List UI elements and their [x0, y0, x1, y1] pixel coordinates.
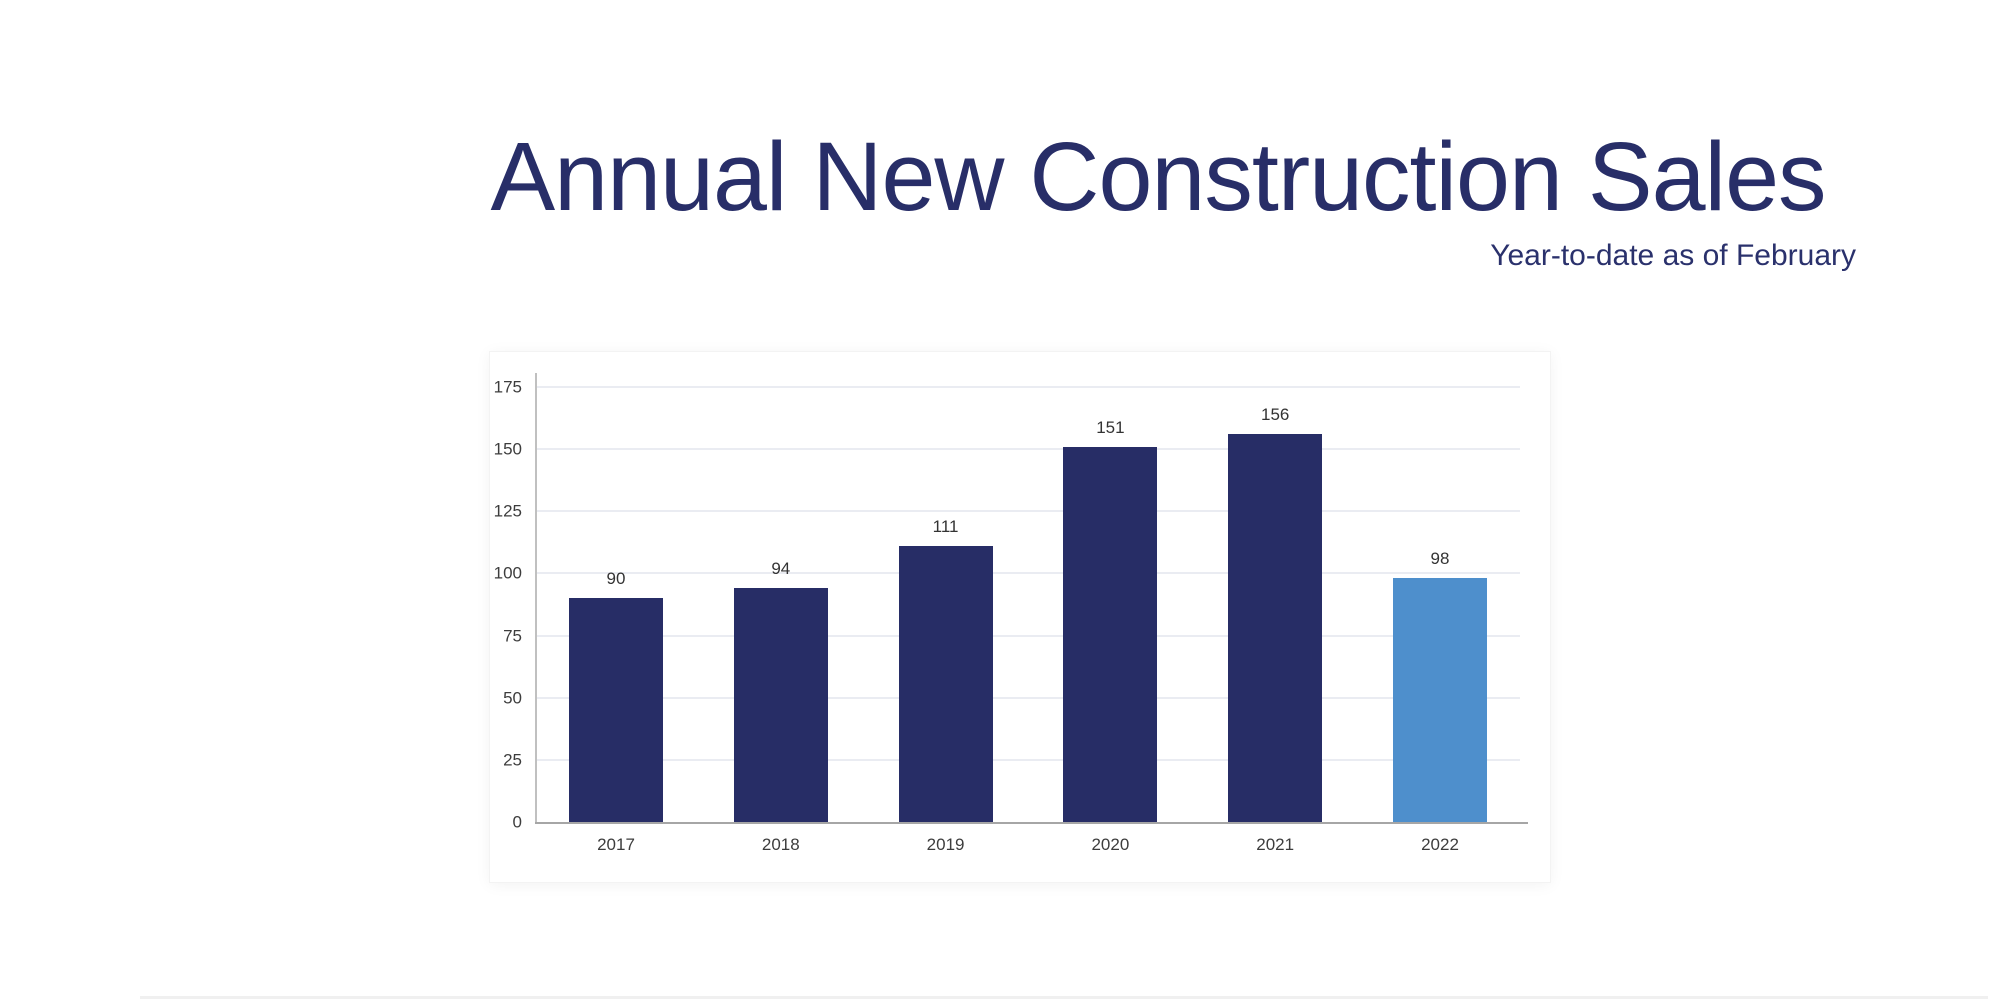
bottom-divider-line — [140, 996, 1988, 999]
page-title: Annual New Construction Sales — [490, 122, 1826, 231]
page-subtitle: Year-to-date as of February — [1490, 239, 1856, 272]
chart-panel — [489, 351, 1551, 883]
